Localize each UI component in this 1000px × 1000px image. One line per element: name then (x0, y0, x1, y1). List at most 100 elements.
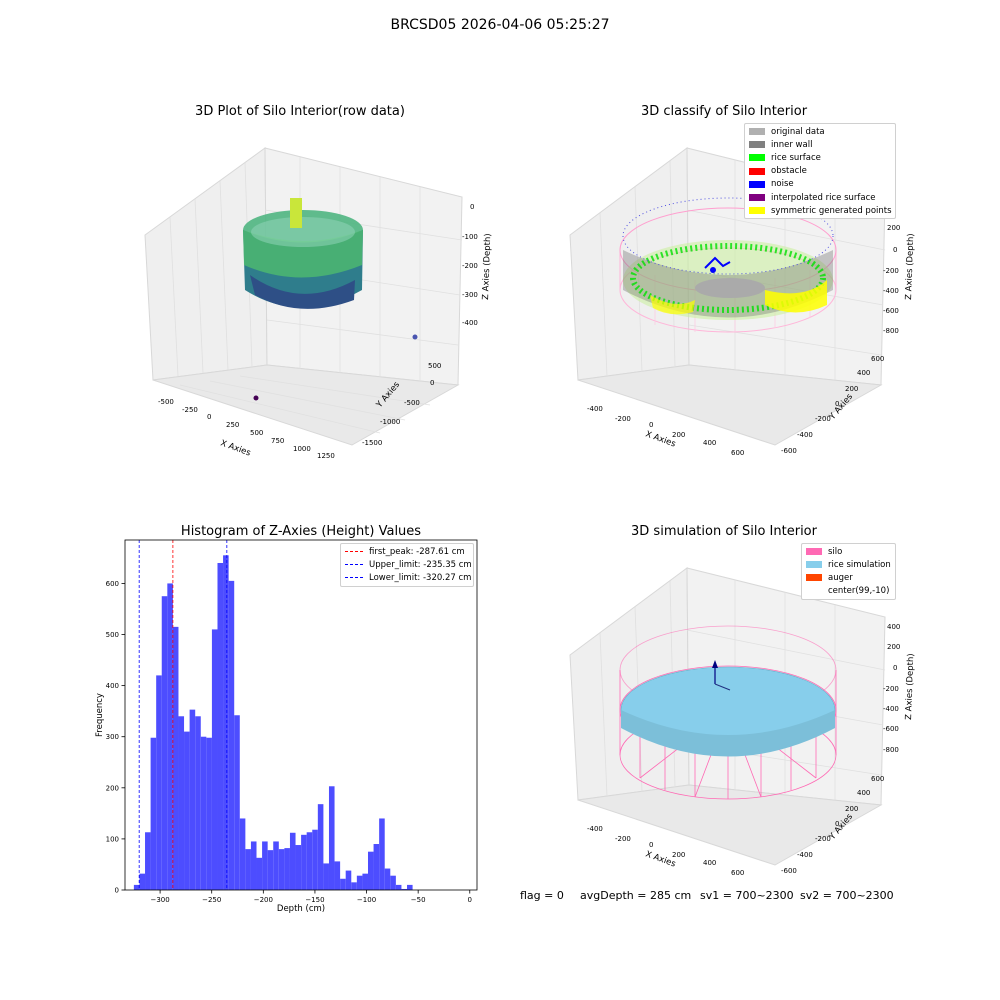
histogram-y-label: Frequency (95, 693, 105, 737)
legend-label: obstacle (771, 166, 807, 177)
simulation-legend: silo rice simulation auger center(99,-10… (801, 543, 896, 600)
raw-x-ticks: -500 -250 0 250 500 750 1000 1250 (158, 398, 335, 460)
simulation-z-label: Z Axies (Depth) (904, 653, 916, 720)
legend-swatch (749, 167, 765, 175)
legend-label: original data (771, 126, 825, 137)
legend-swatch (749, 180, 765, 188)
histogram-bar (278, 849, 285, 890)
simulation-rice-surface (620, 666, 836, 757)
histogram-xtick-label: −250 (202, 896, 221, 904)
legend-label: center(99,-10) (828, 586, 890, 597)
legend-item: noise (745, 178, 895, 191)
histogram-bar (211, 629, 218, 890)
classify-noise (704, 256, 731, 269)
histogram-bar (150, 737, 157, 890)
legend-item: auger (802, 571, 895, 584)
raw-point-cloud (243, 198, 418, 401)
raw-3d-plot: -500 -250 0 250 500 750 1000 1250 X Axie… (144, 147, 493, 460)
legend-line (345, 551, 363, 553)
histogram-ytick-label: 200 (106, 784, 119, 792)
histogram-bar (206, 737, 212, 890)
simulation-ytick: -400 (797, 851, 813, 859)
histogram-xtick-label: −200 (254, 896, 273, 904)
raw-xtick: 250 (226, 421, 239, 429)
sv1-text: sv1 = 700~2300 (700, 889, 794, 902)
legend-swatch (806, 561, 822, 569)
raw-ztick: -100 (462, 233, 478, 241)
histogram-bar (178, 716, 185, 890)
histogram-bar (172, 626, 179, 890)
simulation-ztick: -800 (883, 746, 899, 754)
classify-ytick: -200 (815, 415, 831, 423)
histogram-bar (189, 709, 196, 890)
simulation-3d-plot: -400 -200 0 200 400 600 X Axies 600 400 … (569, 567, 916, 877)
classify-original-data (695, 278, 765, 298)
simulation-xtick: -400 (587, 825, 603, 833)
histogram-bar (184, 731, 190, 890)
classify-x-ticks: -400 -200 0 200 400 600 (587, 405, 744, 457)
legend-line (345, 577, 363, 579)
legend-item: original data (745, 125, 895, 138)
simulation-rice-side (621, 710, 835, 757)
classify-ytick: 200 (845, 385, 858, 393)
raw-xtick: -250 (182, 406, 198, 414)
raw-ztick: -200 (462, 262, 478, 270)
simulation-y-ticks: 600 400 200 0 -200 -400 -600 (781, 775, 884, 875)
simulation-floor-pane (577, 784, 883, 866)
histogram-bar (373, 844, 380, 890)
raw-z-ticks: 0 -100 -200 -300 -400 (462, 203, 478, 327)
legend-item: rice simulation (802, 558, 895, 571)
classify-legend: original data inner wall rice surface ob… (744, 123, 896, 220)
classify-y-ticks: 600 400 200 0 -200 -400 -600 (781, 355, 884, 455)
histogram-bar (234, 715, 240, 890)
raw-ytick: 0 (430, 379, 434, 387)
raw-outlier-point (412, 334, 418, 340)
histogram-bar (390, 875, 396, 890)
classify-ytick: 400 (857, 369, 870, 377)
flag-text: flag = 0 (520, 889, 564, 902)
raw-ytick: -1000 (380, 418, 400, 426)
simulation-xtick: -200 (615, 835, 631, 843)
histogram-bar (284, 848, 290, 890)
classify-xtick: 0 (649, 421, 653, 429)
histogram-x-label: Depth (cm) (277, 904, 325, 914)
sv2-text: sv2 = 700~2300 (800, 889, 894, 902)
legend-swatch (749, 154, 765, 162)
histogram-bar (379, 818, 385, 890)
classify-ztick: -600 (883, 307, 899, 315)
raw-ytick: -1500 (362, 439, 382, 447)
legend-item: obstacle (745, 165, 895, 178)
histogram-bar (223, 555, 229, 890)
histogram-bars (133, 555, 413, 890)
histogram-bar (217, 562, 224, 890)
histogram-title: Histogram of Z-Axies (Height) Values (180, 524, 422, 539)
histogram-bar (200, 736, 207, 890)
classify-floor-pane (577, 364, 883, 446)
legend-item: inner wall (745, 138, 895, 151)
simulation-xtick: 600 (731, 869, 744, 877)
histogram-bar (133, 884, 140, 890)
histogram-xtick-label: −300 (150, 896, 169, 904)
raw-xtick: 750 (271, 437, 284, 445)
raw-outlier-point (253, 395, 259, 401)
histogram-bar (256, 857, 263, 890)
histogram-bar (228, 580, 235, 890)
simulation-ytick: -600 (781, 867, 797, 875)
histogram-bar (395, 884, 402, 890)
histogram-ytick-label: 300 (106, 733, 119, 741)
histogram-bar (295, 845, 302, 890)
classify-z-ticks: 200 0 -200 -400 -600 -800 (883, 224, 900, 335)
legend-line (345, 564, 363, 566)
legend-item: first_peak: -287.61 cm (341, 545, 473, 558)
histogram-chart: −300 −250 −200 −150 −100 −50 0 0 100 200 300 400 50… (95, 539, 478, 914)
legend-label: symmetric generated points (771, 205, 892, 216)
histogram-bar (362, 873, 368, 890)
raw-peak-yellow (290, 198, 302, 228)
histogram-bar (161, 596, 168, 890)
histogram-bar (167, 583, 173, 890)
histogram-xtick-label: 0 (468, 896, 472, 904)
histogram-bar (273, 841, 279, 890)
simulation-ytick: 600 (871, 775, 884, 783)
classify-symmetric-points (765, 280, 827, 313)
classify-ztick: 0 (893, 246, 897, 254)
